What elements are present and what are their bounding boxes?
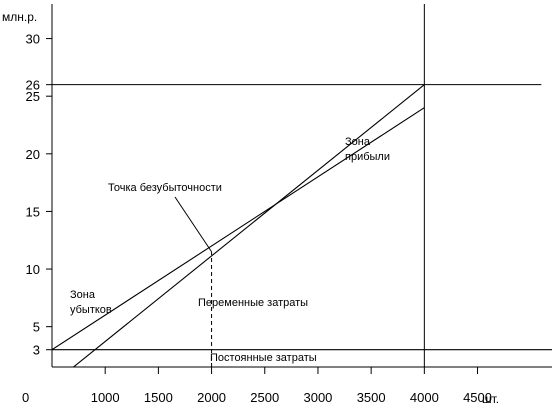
- origin-label: 0: [22, 390, 29, 405]
- x-tick-label: 4500: [463, 390, 492, 405]
- x-tick-label: 1500: [144, 390, 173, 405]
- y-tick-label: 10: [26, 262, 40, 277]
- y-tick-label: 15: [26, 204, 40, 219]
- profit-zone-label-line2: прибыли: [345, 151, 390, 163]
- y-tick-label: 26: [26, 78, 40, 93]
- y-tick-label: 30: [26, 32, 40, 47]
- y-axis-unit-label: млн.р.: [2, 10, 37, 24]
- x-tick-label: 3000: [303, 390, 332, 405]
- y-tick-label: 25: [26, 89, 40, 104]
- breakeven-pointer-line: [174, 196, 212, 253]
- x-tick-label: 2500: [250, 390, 279, 405]
- loss-zone-label-line1: Зона: [70, 289, 96, 301]
- y-tick-label: 3: [33, 343, 40, 358]
- x-tick-label: 1000: [91, 390, 120, 405]
- loss-zone-label-line2: убытков: [70, 304, 112, 316]
- x-tick-label: 2000: [197, 390, 226, 405]
- y-tick-label: 20: [26, 147, 40, 162]
- x-tick-label: 4000: [410, 390, 439, 405]
- fixed-costs-label: Постоянные затраты: [210, 352, 317, 364]
- x-tick-label: 3500: [357, 390, 386, 405]
- reference-lines: [52, 4, 542, 367]
- x-axis-unit-label: шт.: [482, 392, 499, 406]
- profit-zone-label-line1: Зона: [345, 136, 371, 148]
- series-lines: [52, 84, 552, 367]
- revenue-line: [72, 84, 425, 367]
- x-tick-labels: 1000 1500 2000 2500 3000 3500 4000 4500: [91, 390, 492, 405]
- axes: [46, 4, 552, 374]
- breakeven-annotation: Точка безубыточности: [108, 182, 222, 194]
- variable-costs-label: Переменные затраты: [198, 297, 308, 309]
- total-cost-line: [52, 107, 425, 351]
- y-tick-label: 5: [33, 320, 40, 335]
